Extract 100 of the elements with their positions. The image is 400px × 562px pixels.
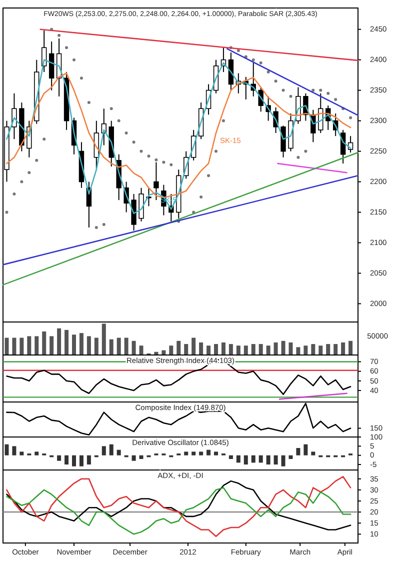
point	[304, 150, 308, 153]
bar	[266, 455, 270, 464]
bar	[132, 455, 136, 461]
bar	[116, 450, 121, 456]
point	[147, 154, 150, 158]
bar	[139, 346, 144, 355]
line-series	[6, 487, 352, 535]
bar	[72, 455, 76, 466]
bar	[79, 455, 84, 466]
point	[259, 61, 262, 64]
bar	[251, 344, 256, 355]
bar	[34, 452, 39, 456]
bar	[192, 452, 196, 456]
point	[20, 180, 24, 184]
bar	[274, 455, 278, 464]
bar	[228, 344, 233, 355]
bar	[311, 452, 316, 456]
point	[266, 70, 270, 74]
point	[35, 158, 38, 162]
point	[28, 171, 31, 174]
bar	[34, 336, 39, 355]
bar	[334, 344, 338, 355]
bar	[288, 455, 293, 459]
point	[326, 92, 330, 95]
bar	[132, 340, 136, 355]
point	[319, 88, 322, 92]
point	[65, 46, 68, 50]
point	[207, 174, 210, 178]
bar	[184, 344, 188, 355]
point	[236, 49, 240, 52]
point	[252, 58, 255, 62]
bar	[184, 452, 188, 456]
point	[296, 156, 300, 159]
bar	[288, 342, 293, 355]
bar	[109, 339, 114, 355]
bar	[86, 336, 91, 355]
bar	[64, 330, 69, 355]
point	[80, 76, 83, 80]
bar	[57, 328, 62, 355]
point	[140, 150, 143, 153]
bar	[57, 455, 62, 461]
point	[200, 196, 203, 199]
point	[94, 226, 98, 229]
point	[110, 107, 113, 110]
bar	[124, 338, 128, 355]
bar	[318, 346, 323, 355]
candlestick	[154, 162, 159, 201]
point	[214, 150, 218, 153]
bar	[266, 346, 270, 355]
bar	[281, 455, 286, 466]
point	[132, 140, 136, 144]
bar	[116, 338, 121, 355]
point	[312, 88, 315, 92]
bar	[348, 340, 353, 355]
bar	[251, 455, 256, 463]
point	[154, 158, 158, 162]
bar	[169, 346, 174, 355]
bar	[12, 338, 16, 355]
bar	[244, 455, 248, 464]
point	[124, 131, 128, 134]
bar	[206, 346, 211, 355]
bar	[304, 444, 308, 456]
point	[289, 94, 292, 98]
bar	[102, 324, 106, 355]
bar	[42, 331, 46, 355]
bar	[326, 344, 330, 355]
line-series	[6, 359, 352, 395]
bar	[192, 338, 196, 355]
bar	[4, 338, 9, 355]
bar	[199, 342, 204, 355]
bar	[274, 342, 278, 355]
bar	[72, 334, 76, 355]
point	[349, 116, 352, 120]
point	[87, 101, 90, 104]
bar	[258, 455, 263, 463]
bar	[109, 444, 114, 456]
bar	[341, 342, 346, 355]
bar	[4, 444, 9, 456]
point	[162, 160, 166, 164]
bar	[228, 455, 233, 459]
point	[334, 98, 338, 101]
bar	[50, 336, 54, 355]
bar	[236, 346, 240, 355]
bar	[20, 338, 24, 355]
bar	[199, 452, 204, 456]
point	[117, 119, 120, 122]
bar	[304, 346, 308, 355]
bar	[94, 338, 98, 355]
bar	[244, 346, 248, 355]
point	[58, 34, 61, 37]
line-series	[6, 480, 352, 530]
bar	[221, 342, 226, 355]
point	[282, 88, 285, 92]
bar	[12, 446, 16, 456]
point	[170, 163, 173, 166]
bar	[64, 455, 69, 464]
point	[222, 119, 225, 122]
bar	[281, 340, 286, 355]
point	[72, 58, 76, 62]
bar	[206, 450, 211, 456]
